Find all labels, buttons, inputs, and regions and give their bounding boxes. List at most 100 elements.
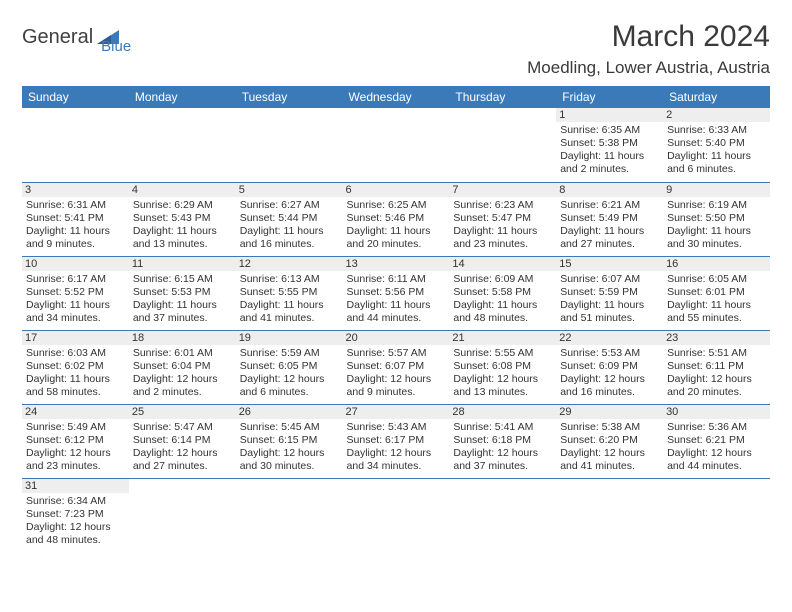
day-number: 28 — [449, 405, 556, 419]
weekday-header: Tuesday — [236, 86, 343, 108]
location: Moedling, Lower Austria, Austria — [527, 58, 770, 78]
day-info: Sunrise: 5:41 AMSunset: 6:18 PMDaylight:… — [453, 421, 552, 474]
weekday-header: Wednesday — [343, 86, 450, 108]
calendar-day-cell: 11 Sunrise: 6:15 AMSunset: 5:53 PMDayligh… — [129, 256, 236, 330]
calendar-day-cell — [343, 478, 450, 552]
calendar-day-cell: 26Sunrise: 5:45 AMSunset: 6:15 PMDayligh… — [236, 404, 343, 478]
calendar-day-cell: 24Sunrise: 5:49 AMSunset: 6:12 PMDayligh… — [22, 404, 129, 478]
day-info: Sunrise: 5:53 AMSunset: 6:09 PMDaylight:… — [560, 347, 659, 400]
calendar-day-cell: 6 Sunrise: 6:25 AMSunset: 5:46 PMDaylight… — [343, 182, 450, 256]
calendar-day-cell: 20 Sunrise: 5:57 AMSunset: 6:07 PMDayligh… — [343, 330, 450, 404]
calendar-day-cell: 30 Sunrise: 5:36 AMSunset: 6:21 PMDayligh… — [663, 404, 770, 478]
day-number: 30 — [663, 405, 770, 419]
calendar-day-cell: 29 Sunrise: 5:38 AMSunset: 6:20 PMDayligh… — [556, 404, 663, 478]
calendar-day-cell: 25Sunrise: 5:47 AMSunset: 6:14 PMDayligh… — [129, 404, 236, 478]
calendar-day-cell: 8Sunrise: 6:21 AMSunset: 5:49 PMDaylight… — [556, 182, 663, 256]
calendar-day-cell: 22 Sunrise: 5:53 AMSunset: 6:09 PMDayligh… — [556, 330, 663, 404]
day-number: 31 — [22, 479, 129, 493]
day-info: Sunrise: 6:35 AMSunset: 5:38 PMDaylight:… — [560, 124, 659, 177]
calendar-day-cell: 19Sunrise: 5:59 AMSunset: 6:05 PMDayligh… — [236, 330, 343, 404]
calendar-day-cell — [343, 108, 450, 182]
day-info: Sunrise: 6:34 AMSunset: 7:23 PMDaylight:… — [26, 495, 125, 548]
day-number: 26 — [236, 405, 343, 419]
calendar-day-cell: 5 Sunrise: 6:27 AMSunset: 5:44 PMDaylight… — [236, 182, 343, 256]
day-info: Sunrise: 6:09 AMSunset: 5:58 PMDaylight:… — [453, 273, 552, 326]
calendar-day-cell — [556, 478, 663, 552]
calendar-day-cell: 13Sunrise: 6:11 AMSunset: 5:56 PMDayligh… — [343, 256, 450, 330]
calendar-week-row: 3 Sunrise: 6:31 AMSunset: 5:41 PMDaylight… — [22, 182, 770, 256]
calendar-day-cell — [449, 108, 556, 182]
day-number: 27 — [343, 405, 450, 419]
day-info: Sunrise: 6:15 AMSunset: 5:53 PMDaylight:… — [133, 273, 232, 326]
day-info: Sunrise: 5:38 AMSunset: 6:20 PMDaylight:… — [560, 421, 659, 474]
calendar-day-cell: 18Sunrise: 6:01 AMSunset: 6:04 PMDayligh… — [129, 330, 236, 404]
calendar-day-cell — [129, 108, 236, 182]
day-info: Sunrise: 5:57 AMSunset: 6:07 PMDaylight:… — [347, 347, 446, 400]
day-number: 1 — [556, 108, 663, 122]
calendar-week-row: 1 Sunrise: 6:35 AMSunset: 5:38 PMDaylight… — [22, 108, 770, 182]
calendar-week-row: 10Sunrise: 6:17 AMSunset: 5:52 PMDayligh… — [22, 256, 770, 330]
day-info: Sunrise: 6:23 AMSunset: 5:47 PMDaylight:… — [453, 199, 552, 252]
day-info: Sunrise: 6:27 AMSunset: 5:44 PMDaylight:… — [240, 199, 339, 252]
calendar-day-cell: 16 Sunrise: 6:05 AMSunset: 6:01 PMDayligh… — [663, 256, 770, 330]
day-number: 11 — [129, 257, 236, 271]
day-number: 20 — [343, 331, 450, 345]
day-number: 9 — [663, 183, 770, 197]
weekday-header: Monday — [129, 86, 236, 108]
day-info: Sunrise: 6:05 AMSunset: 6:01 PMDaylight:… — [667, 273, 766, 326]
calendar-day-cell: 21 Sunrise: 5:55 AMSunset: 6:08 PMDayligh… — [449, 330, 556, 404]
weekday-header: Thursday — [449, 86, 556, 108]
page-header: General Blue March 2024 Moedling, Lower … — [22, 20, 770, 78]
calendar-day-cell: 27 Sunrise: 5:43 AMSunset: 6:17 PMDayligh… — [343, 404, 450, 478]
day-info: Sunrise: 5:43 AMSunset: 6:17 PMDaylight:… — [347, 421, 446, 474]
weekday-header: Saturday — [663, 86, 770, 108]
day-info: Sunrise: 5:55 AMSunset: 6:08 PMDaylight:… — [453, 347, 552, 400]
day-number: 16 — [663, 257, 770, 271]
calendar-day-cell: 17Sunrise: 6:03 AMSunset: 6:02 PMDayligh… — [22, 330, 129, 404]
day-number: 3 — [22, 183, 129, 197]
day-number: 6 — [343, 183, 450, 197]
calendar-day-cell — [129, 478, 236, 552]
day-info: Sunrise: 6:07 AMSunset: 5:59 PMDaylight:… — [560, 273, 659, 326]
day-number: 23 — [663, 331, 770, 345]
calendar-day-cell: 1 Sunrise: 6:35 AMSunset: 5:38 PMDaylight… — [556, 108, 663, 182]
day-number: 4 — [129, 183, 236, 197]
logo-text-2: Blue — [101, 38, 131, 55]
calendar-day-cell: 7Sunrise: 6:23 AMSunset: 5:47 PMDaylight… — [449, 182, 556, 256]
weekday-header: Sunday — [22, 86, 129, 108]
calendar-day-cell: 4 Sunrise: 6:29 AMSunset: 5:43 PMDaylight… — [129, 182, 236, 256]
day-info: Sunrise: 6:01 AMSunset: 6:04 PMDaylight:… — [133, 347, 232, 400]
day-number: 8 — [556, 183, 663, 197]
day-info: Sunrise: 5:36 AMSunset: 6:21 PMDaylight:… — [667, 421, 766, 474]
calendar-day-cell: 12Sunrise: 6:13 AMSunset: 5:55 PMDayligh… — [236, 256, 343, 330]
day-number: 29 — [556, 405, 663, 419]
calendar-day-cell: 9Sunrise: 6:19 AMSunset: 5:50 PMDaylight… — [663, 182, 770, 256]
calendar-day-cell — [449, 478, 556, 552]
day-info: Sunrise: 6:25 AMSunset: 5:46 PMDaylight:… — [347, 199, 446, 252]
day-info: Sunrise: 6:13 AMSunset: 5:55 PMDaylight:… — [240, 273, 339, 326]
day-info: Sunrise: 6:29 AMSunset: 5:43 PMDaylight:… — [133, 199, 232, 252]
day-number: 19 — [236, 331, 343, 345]
calendar-day-cell: 28 Sunrise: 5:41 AMSunset: 6:18 PMDayligh… — [449, 404, 556, 478]
day-info: Sunrise: 6:33 AMSunset: 5:40 PMDaylight:… — [667, 124, 766, 177]
calendar-day-cell — [663, 478, 770, 552]
calendar-day-cell — [236, 108, 343, 182]
day-number: 17 — [22, 331, 129, 345]
weekday-header: Friday — [556, 86, 663, 108]
calendar-day-cell: 2 Sunrise: 6:33 AMSunset: 5:40 PMDaylight… — [663, 108, 770, 182]
calendar-week-row: 17Sunrise: 6:03 AMSunset: 6:02 PMDayligh… — [22, 330, 770, 404]
day-number: 5 — [236, 183, 343, 197]
month-title: March 2024 — [527, 20, 770, 54]
calendar-day-cell: 10Sunrise: 6:17 AMSunset: 5:52 PMDayligh… — [22, 256, 129, 330]
calendar-day-cell: 14Sunrise: 6:09 AMSunset: 5:58 PMDayligh… — [449, 256, 556, 330]
day-number: 24 — [22, 405, 129, 419]
day-number: 21 — [449, 331, 556, 345]
day-number: 13 — [343, 257, 450, 271]
day-number: 22 — [556, 331, 663, 345]
calendar-day-cell: 31 Sunrise: 6:34 AMSunset: 7:23 PMDayligh… — [22, 478, 129, 552]
day-number: 2 — [663, 108, 770, 122]
calendar-table: Sunday Monday Tuesday Wednesday Thursday… — [22, 86, 770, 552]
calendar-day-cell — [22, 108, 129, 182]
day-info: Sunrise: 6:31 AMSunset: 5:41 PMDaylight:… — [26, 199, 125, 252]
day-number: 25 — [129, 405, 236, 419]
